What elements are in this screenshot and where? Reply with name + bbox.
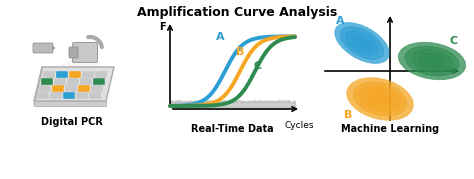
FancyBboxPatch shape [41, 78, 53, 85]
Ellipse shape [335, 23, 389, 63]
FancyBboxPatch shape [82, 71, 94, 78]
FancyBboxPatch shape [67, 78, 79, 85]
Text: B: B [236, 47, 244, 57]
Ellipse shape [354, 82, 407, 116]
FancyBboxPatch shape [39, 85, 51, 92]
FancyBboxPatch shape [78, 85, 90, 92]
Text: C: C [254, 61, 262, 71]
Ellipse shape [374, 95, 387, 103]
FancyBboxPatch shape [33, 43, 53, 53]
Ellipse shape [367, 91, 393, 108]
FancyBboxPatch shape [73, 42, 98, 62]
Ellipse shape [405, 46, 459, 76]
FancyBboxPatch shape [37, 92, 49, 99]
Text: F: F [159, 22, 166, 32]
Ellipse shape [356, 39, 367, 47]
Ellipse shape [347, 78, 413, 120]
Polygon shape [34, 101, 106, 106]
Ellipse shape [340, 27, 384, 59]
FancyBboxPatch shape [95, 71, 107, 78]
Ellipse shape [346, 31, 378, 55]
FancyBboxPatch shape [80, 78, 92, 85]
Text: C: C [450, 36, 458, 46]
FancyBboxPatch shape [52, 85, 64, 92]
Ellipse shape [419, 54, 446, 69]
FancyBboxPatch shape [89, 92, 101, 99]
Text: B: B [344, 110, 352, 120]
FancyBboxPatch shape [63, 92, 75, 99]
FancyBboxPatch shape [43, 71, 55, 78]
Text: A: A [336, 16, 344, 26]
Ellipse shape [425, 57, 439, 65]
FancyBboxPatch shape [91, 85, 103, 92]
Polygon shape [47, 61, 117, 79]
FancyBboxPatch shape [54, 78, 66, 85]
FancyBboxPatch shape [93, 78, 105, 85]
FancyBboxPatch shape [69, 71, 81, 78]
FancyBboxPatch shape [65, 85, 77, 92]
Ellipse shape [360, 86, 400, 112]
Polygon shape [52, 46, 56, 50]
FancyBboxPatch shape [69, 47, 78, 58]
FancyBboxPatch shape [76, 92, 88, 99]
FancyBboxPatch shape [56, 71, 68, 78]
FancyBboxPatch shape [50, 92, 62, 99]
Ellipse shape [398, 42, 465, 80]
Text: A: A [216, 32, 224, 42]
Polygon shape [34, 67, 42, 106]
Ellipse shape [412, 50, 452, 72]
Polygon shape [34, 67, 114, 101]
Text: Machine Learning: Machine Learning [341, 124, 439, 134]
Text: Amplification Curve Analysis: Amplification Curve Analysis [137, 6, 337, 19]
Text: Real-Time Data: Real-Time Data [191, 124, 274, 134]
Ellipse shape [351, 35, 373, 51]
Text: Digital PCR: Digital PCR [41, 117, 103, 127]
Text: Cycles: Cycles [284, 121, 314, 130]
